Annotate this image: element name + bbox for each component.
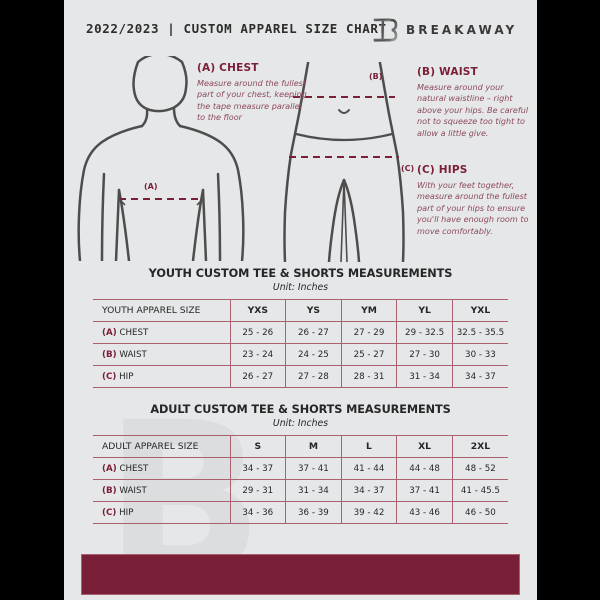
youth-table-title: YOUTH CUSTOM TEE & SHORTS MEASUREMENTS (148, 267, 453, 280)
cell: 26 - 27 (285, 321, 342, 344)
adult-table-unit: Unit: Inches (272, 418, 329, 429)
cell: 44 - 48 (396, 457, 453, 480)
cell: 36 - 39 (285, 501, 342, 524)
chest-measure-marker: (A) (144, 182, 158, 191)
cell: 25 - 26 (229, 321, 286, 344)
chest-description: Measure around the fullest part of your … (197, 78, 307, 123)
hips-description-block: (C) HIPS With your feet together, measur… (417, 164, 533, 237)
youth-col-2: YS (285, 299, 342, 322)
row-code: (B) (102, 349, 117, 360)
cell: 26 - 27 (229, 365, 286, 388)
table-row: (A) CHEST 34 - 37 37 - 41 41 - 44 44 - 4… (93, 457, 508, 480)
youth-size-table: YOUTH APPAREL SIZE YXS YS YM YL YXL (A) … (93, 299, 508, 388)
table-row: (B) WAIST 29 - 31 31 - 34 34 - 37 37 - 4… (93, 479, 508, 502)
hip-measure-marker: (C) (401, 164, 415, 173)
cell: 43 - 46 (396, 501, 453, 524)
hips-figure-icon (283, 62, 405, 262)
row-code: (C) (102, 507, 117, 518)
youth-table-unit: Unit: Inches (272, 282, 329, 293)
adult-row-label-hip: (C) HIP (93, 501, 230, 524)
youth-col-3: YM (340, 299, 397, 322)
cell: 31 - 34 (285, 479, 342, 502)
cell: 34 - 36 (229, 501, 286, 524)
row-code: (B) (102, 485, 117, 496)
cell: 29 - 32.5 (396, 321, 453, 344)
youth-row-label-hip: (C) HIP (93, 365, 230, 388)
cell: 37 - 41 (396, 479, 453, 502)
row-label: WAIST (119, 485, 147, 496)
adult-row-label-waist: (B) WAIST (93, 479, 230, 502)
youth-size-table-section: YOUTH CUSTOM TEE & SHORTS MEASUREMENTS U… (64, 267, 537, 388)
cell: 27 - 30 (396, 343, 453, 366)
row-label: CHEST (119, 463, 149, 474)
adult-col-1: S (229, 435, 286, 458)
row-code: (A) (102, 463, 117, 474)
row-code: (A) (102, 327, 117, 338)
adult-col-4: XL (396, 435, 453, 458)
youth-col-4: YL (396, 299, 453, 322)
cell: 28 - 31 (340, 365, 397, 388)
page-header: 2022/2023 | CUSTOM APPAREL SIZE CHART (64, 0, 537, 52)
cell: 24 - 25 (285, 343, 342, 366)
adult-size-table-section: ADULT CUSTOM TEE & SHORTS MEASUREMENTS U… (64, 403, 537, 524)
table-row: (A) CHEST 25 - 26 26 - 27 27 - 29 29 - 3… (93, 321, 508, 344)
cell: 41 - 44 (340, 457, 397, 480)
row-code: (C) (102, 371, 117, 382)
row-label: HIP (119, 507, 134, 518)
table-row: (C) HIP 34 - 36 36 - 39 39 - 42 43 - 46 … (93, 501, 508, 524)
chest-description-block: (A) CHEST Measure around the fullest par… (197, 62, 309, 124)
table-row: (C) HIP 26 - 27 27 - 28 28 - 31 31 - 34 … (93, 365, 508, 388)
waist-description: Measure around your natural waistline – … (417, 82, 529, 138)
cell: 39 - 42 (340, 501, 397, 524)
youth-row-label-chest: (A) CHEST (93, 321, 230, 344)
youth-col-5: YXL (451, 299, 508, 322)
table-header-row: YOUTH APPAREL SIZE YXS YS YM YL YXL (93, 299, 508, 322)
adult-col-0: ADULT APPAREL SIZE (93, 435, 230, 458)
waist-heading: (B) WAIST (417, 66, 478, 78)
cell: 25 - 27 (340, 343, 397, 366)
hips-description: With your feet together, measure around … (417, 180, 529, 236)
size-chart-page: B 2022/2023 | CUSTOM APPAREL SIZE CHART (64, 0, 537, 600)
cell: 34 - 37 (451, 365, 508, 388)
youth-col-0: YOUTH APPAREL SIZE (93, 299, 230, 322)
cell: 29 - 31 (229, 479, 286, 502)
cell: 34 - 37 (229, 457, 286, 480)
adult-col-5: 2XL (451, 435, 508, 458)
chest-heading: (A) CHEST (197, 62, 259, 74)
cell: 23 - 24 (229, 343, 286, 366)
youth-row-label-waist: (B) WAIST (93, 343, 230, 366)
adult-table-title: ADULT CUSTOM TEE & SHORTS MEASUREMENTS (150, 403, 451, 416)
row-label: HIP (119, 371, 134, 382)
cell: 31 - 34 (396, 365, 453, 388)
footer-color-band (81, 554, 520, 595)
cell: 27 - 29 (340, 321, 397, 344)
cell: 37 - 41 (285, 457, 342, 480)
table-header-row: ADULT APPAREL SIZE S M L XL 2XL (93, 435, 508, 458)
cell: 48 - 52 (451, 457, 508, 480)
cell: 27 - 28 (285, 365, 342, 388)
brand-name: BREAKAWAY (406, 23, 518, 37)
adult-col-2: M (285, 435, 342, 458)
adult-row-label-chest: (A) CHEST (93, 457, 230, 480)
waist-description-block: (B) WAIST Measure around your natural wa… (417, 66, 529, 139)
adult-size-table: ADULT APPAREL SIZE S M L XL 2XL (A) CHES… (93, 435, 508, 524)
waist-measure-marker: (B) (369, 72, 383, 81)
table-row: (B) WAIST 23 - 24 24 - 25 25 - 27 27 - 3… (93, 343, 508, 366)
row-label: CHEST (119, 327, 149, 338)
adult-col-3: L (340, 435, 397, 458)
cell: 46 - 50 (451, 501, 508, 524)
cell: 30 - 33 (451, 343, 508, 366)
cell: 32.5 - 35.5 (451, 321, 508, 344)
measurement-diagram: (A) (B) (C) (64, 52, 537, 267)
breakaway-logo-icon (372, 16, 398, 44)
cell: 41 - 45.5 (451, 479, 508, 502)
cell: 34 - 37 (340, 479, 397, 502)
youth-col-1: YXS (229, 299, 286, 322)
hips-heading: (C) HIPS (417, 164, 468, 176)
brand-lockup: BREAKAWAY (372, 16, 517, 44)
page-title: 2022/2023 | CUSTOM APPAREL SIZE CHART (86, 21, 387, 36)
row-label: WAIST (119, 349, 147, 360)
torso-figure-icon (77, 56, 245, 261)
